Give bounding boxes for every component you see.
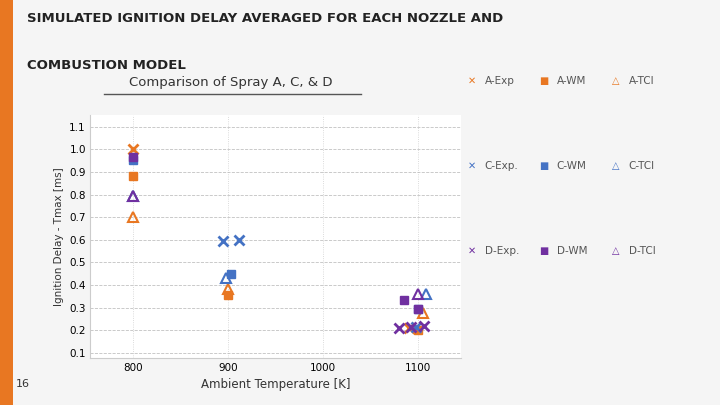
Text: ✕: ✕	[467, 76, 476, 86]
Text: D-Exp.: D-Exp.	[485, 246, 519, 256]
Text: ■: ■	[539, 161, 548, 171]
Text: D-WM: D-WM	[557, 246, 587, 256]
Text: D-TCI: D-TCI	[629, 246, 655, 256]
Text: A-Exp: A-Exp	[485, 76, 514, 86]
Text: C-Exp.: C-Exp.	[485, 161, 518, 171]
Text: △: △	[612, 76, 619, 86]
Text: A-WM: A-WM	[557, 76, 586, 86]
Y-axis label: Ignition Delay - Tmax [ms]: Ignition Delay - Tmax [ms]	[54, 168, 63, 306]
Text: SIMULATED IGNITION DELAY AVERAGED FOR EACH NOZZLE AND: SIMULATED IGNITION DELAY AVERAGED FOR EA…	[27, 12, 503, 25]
Text: Comparison of Spray A, C, & D: Comparison of Spray A, C, & D	[129, 76, 333, 89]
Text: 16: 16	[16, 379, 30, 389]
Text: △: △	[612, 161, 619, 171]
Text: ■: ■	[539, 76, 548, 86]
Text: C-TCI: C-TCI	[629, 161, 654, 171]
Text: △: △	[612, 246, 619, 256]
Text: ✕: ✕	[467, 246, 476, 256]
Text: ✕: ✕	[467, 161, 476, 171]
Text: COMBUSTION MODEL: COMBUSTION MODEL	[27, 59, 186, 72]
Text: ■: ■	[539, 246, 548, 256]
X-axis label: Ambient Temperature [K]: Ambient Temperature [K]	[201, 378, 350, 391]
Text: C-WM: C-WM	[557, 161, 586, 171]
Text: A-TCI: A-TCI	[629, 76, 654, 86]
